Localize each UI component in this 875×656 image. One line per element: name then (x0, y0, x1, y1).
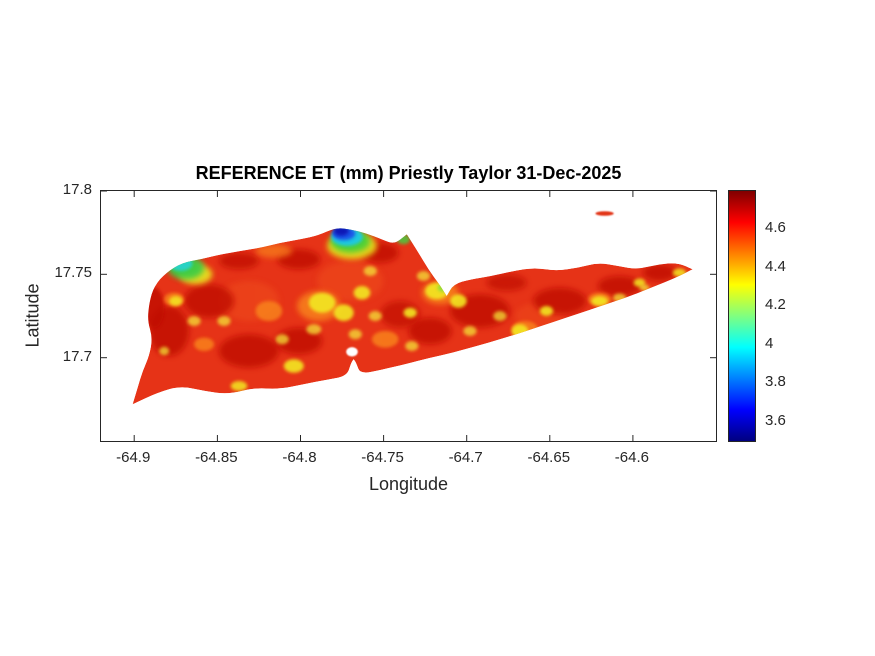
island-heatmap (101, 191, 716, 441)
et-blob (591, 296, 608, 306)
et-blob (403, 307, 417, 318)
et-blob (672, 268, 687, 277)
et-blob (380, 301, 421, 328)
y-tick-label: 17.8 (62, 181, 92, 198)
et-blob (283, 359, 304, 373)
et-blob (230, 381, 248, 391)
et-blob (308, 292, 336, 313)
colorbar-tick-label: 3.8 (765, 373, 786, 391)
et-blob (463, 326, 477, 336)
colorbar-tick-label: 4.6 (765, 219, 786, 237)
et-blob (613, 293, 627, 302)
et-blob (144, 287, 165, 328)
et-blob (275, 327, 323, 355)
et-blob (169, 256, 193, 271)
colorbar-tick-label: 4.4 (765, 257, 786, 275)
axis-tick-marks (101, 191, 716, 441)
et-blob (371, 331, 399, 348)
et-blob (437, 283, 450, 292)
et-blob (486, 274, 527, 291)
pond-hole (346, 347, 358, 357)
et-blob (169, 296, 183, 306)
et-blob (219, 334, 279, 368)
et-blob (255, 244, 293, 258)
colorbar (728, 190, 756, 442)
et-blob (306, 324, 322, 335)
x-tick-label: -64.6 (614, 449, 649, 466)
x-axis-label: Longitude (368, 474, 449, 494)
x-tick-label: -64.85 (195, 449, 238, 466)
et-blob (187, 316, 201, 326)
et-blob (353, 286, 371, 300)
x-tick-label: -64.9 (116, 449, 151, 466)
et-blob (493, 311, 507, 321)
buck-island (595, 211, 614, 216)
et-blob (194, 337, 215, 351)
et-blob (219, 252, 259, 270)
et-blob (396, 234, 411, 245)
x-tick-label: -64.65 (527, 449, 571, 466)
et-blob (598, 276, 642, 296)
colorbar-tick-label: 4 (765, 334, 774, 352)
et-blob (348, 329, 362, 340)
et-blob (184, 284, 234, 318)
et-blob (159, 346, 170, 356)
colorbar-tick-label: 4.2 (765, 296, 786, 314)
et-blob (333, 304, 354, 321)
y-tick-label: 17.7 (62, 347, 92, 365)
et-blob (642, 264, 677, 281)
et-blob (450, 294, 467, 308)
et-blob (539, 306, 554, 316)
colorbar-tick-label: 3.6 (765, 411, 786, 429)
x-tick-label: -64.8 (282, 449, 317, 466)
et-blob (363, 266, 377, 276)
et-blob (425, 282, 449, 300)
et-blob (217, 316, 231, 326)
et-blob (333, 228, 349, 236)
x-tick-label: -64.75 (361, 449, 404, 466)
et-blob (275, 334, 289, 345)
et-blob (368, 311, 382, 321)
y-tick-label: 17.75 (54, 264, 92, 282)
chart-title: REFERENCE ET (mm) Priestly Taylor 31-Dec… (195, 163, 622, 183)
et-blob (511, 324, 529, 338)
et-blob (408, 317, 452, 345)
x-tick-label: -64.7 (448, 449, 483, 466)
plot-area (100, 190, 717, 442)
et-blob (385, 230, 402, 241)
et-blob (416, 271, 431, 281)
et-blob (405, 341, 419, 351)
et-blob (639, 284, 650, 291)
et-blob (255, 301, 283, 321)
